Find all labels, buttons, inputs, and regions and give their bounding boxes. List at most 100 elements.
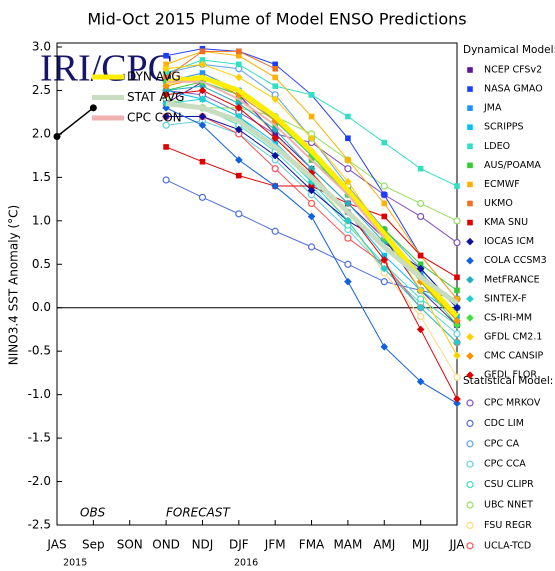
marker [416, 264, 425, 273]
marker [272, 139, 278, 146]
x-tick-label: MJJ [412, 538, 429, 552]
marker [235, 91, 243, 99]
series [162, 60, 461, 360]
series [163, 57, 460, 189]
y-tick-label: 0.5 [32, 257, 51, 271]
x-tick-label: JJA [448, 538, 465, 552]
y-tick-label: 1.0 [32, 213, 51, 227]
marker [466, 371, 474, 379]
marker [467, 200, 473, 207]
marker [466, 275, 474, 284]
legend-label: FSU REGR [484, 520, 532, 531]
marker [345, 113, 351, 120]
marker [466, 481, 474, 489]
marker [198, 60, 207, 69]
y-tick-label: -1.0 [28, 387, 51, 401]
series [166, 80, 386, 239]
marker [199, 57, 206, 63]
marker [162, 112, 170, 121]
marker [236, 48, 242, 55]
y-tick-label: 3.0 [32, 40, 51, 54]
marker [308, 183, 315, 189]
annotation: OBS [80, 506, 106, 520]
legend-label: MetFRANCE [484, 274, 540, 285]
x-tick-label: Sep [82, 538, 105, 552]
series [162, 82, 389, 247]
marker [235, 73, 243, 82]
marker [466, 352, 474, 360]
chart-title: Mid-Oct 2015 Plume of Model ENSO Predict… [87, 10, 466, 29]
marker [466, 542, 474, 550]
legend-label: LDEO [484, 141, 510, 152]
marker [467, 124, 473, 131]
legend-title: Statistical Model: [463, 375, 553, 387]
legend-label: CPC CCA [484, 459, 526, 470]
marker [380, 278, 388, 286]
marker [453, 321, 461, 329]
marker [466, 521, 474, 530]
marker [236, 61, 242, 68]
marker [467, 67, 473, 73]
marker [308, 92, 315, 98]
marker [162, 176, 170, 184]
series [162, 104, 461, 408]
marker [417, 261, 424, 268]
marker [272, 131, 278, 137]
legend-label: STAT AVG [127, 90, 184, 104]
marker [163, 70, 169, 76]
marker [235, 156, 243, 164]
marker [163, 52, 169, 59]
marker [467, 219, 473, 226]
marker [162, 86, 170, 95]
legend-label: CMC CANSIP [484, 351, 544, 362]
marker [453, 238, 461, 247]
marker [163, 144, 169, 150]
marker [198, 193, 207, 201]
marker [163, 74, 169, 81]
y-tick-label: -0.5 [28, 344, 51, 358]
legend-label: COLA CCSM3 [484, 255, 547, 266]
marker [466, 440, 474, 448]
year-label: 2015 [63, 558, 87, 569]
marker [454, 296, 460, 302]
legend-label: CS-IRI-MM [484, 312, 532, 323]
marker [271, 182, 279, 190]
x-tick-label: SON [117, 538, 143, 552]
marker [307, 243, 316, 251]
marker [416, 325, 425, 334]
marker [235, 210, 243, 218]
marker [198, 121, 207, 130]
marker [381, 213, 388, 220]
marker [380, 264, 389, 273]
observed-line [56, 107, 94, 138]
observed-point [53, 133, 61, 141]
marker [417, 312, 425, 321]
legend-label: UBC NNET [484, 500, 533, 511]
series [165, 74, 459, 319]
legend-label: CSU CLIPR [484, 479, 534, 490]
marker [344, 234, 352, 242]
marker [198, 112, 207, 121]
marker [198, 95, 207, 103]
legend-label: UCLA-TCD [484, 540, 531, 551]
marker [381, 252, 388, 259]
marker [344, 199, 352, 208]
marker [467, 86, 473, 92]
year-label: 2016 [234, 558, 258, 569]
marker [199, 48, 206, 55]
marker [466, 256, 474, 265]
marker [307, 199, 316, 208]
marker [417, 199, 425, 208]
marker [235, 125, 243, 134]
marker [162, 82, 170, 90]
marker [453, 303, 461, 312]
y-tick-label: -1.5 [28, 431, 51, 445]
marker [308, 113, 315, 120]
marker [271, 95, 279, 103]
marker [198, 82, 207, 90]
legend-label: NCEP CFSv2 [484, 65, 542, 76]
legend-label: CPC CON [127, 111, 182, 125]
y-tick-label: 2.0 [32, 126, 51, 140]
marker [344, 260, 352, 268]
legend-label: CPC MRKOV [484, 398, 541, 409]
